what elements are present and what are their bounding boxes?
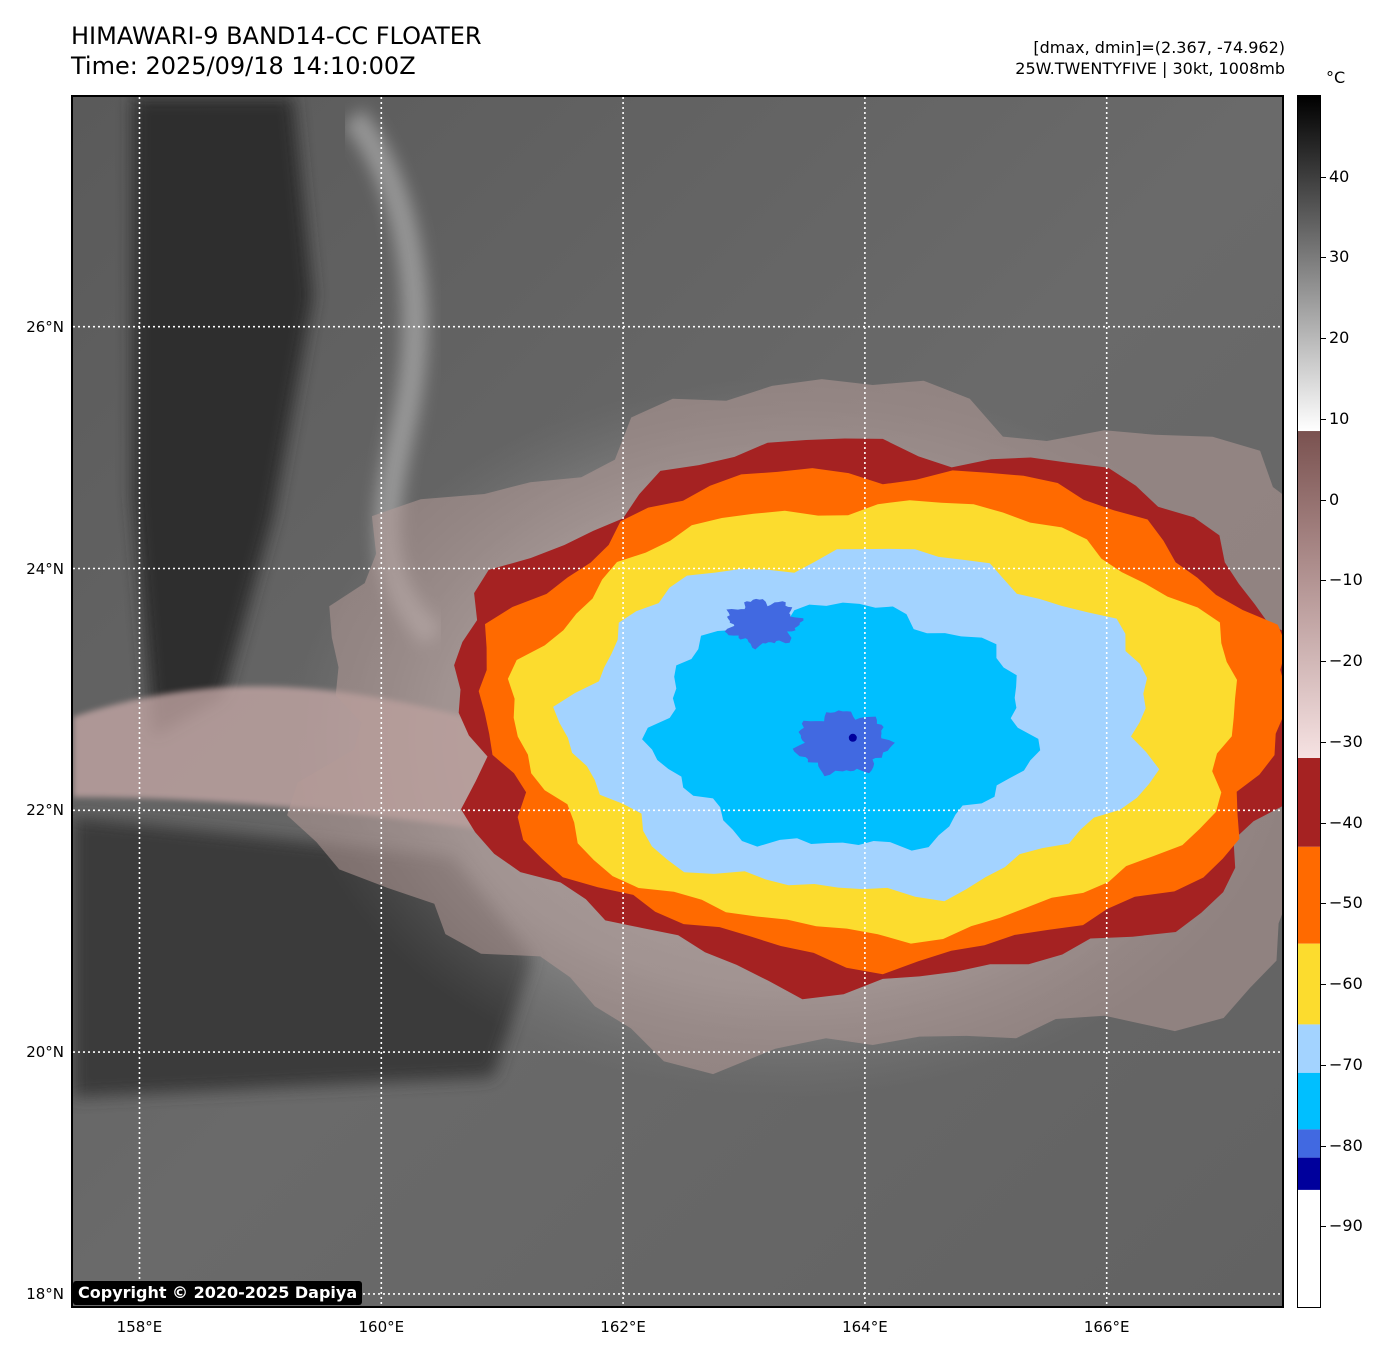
lat-label: 22°N	[26, 801, 64, 820]
cloud-top-minus-80-north	[724, 598, 804, 650]
lon-label: 158°E	[116, 1318, 163, 1336]
colorbar-tick-label: −20	[1329, 651, 1363, 671]
colorbar-tick-label: 10	[1329, 408, 1350, 428]
lon-label: 164°E	[842, 1318, 888, 1336]
colorbar-tick	[1321, 1226, 1326, 1228]
lat-label: 20°N	[26, 1043, 64, 1062]
colorbar-tick	[1321, 984, 1326, 986]
colorbar-tick	[1321, 903, 1326, 905]
satellite-image	[73, 97, 1282, 1306]
cloud-top-minus-80	[792, 710, 895, 777]
lon-label: 162°E	[600, 1318, 646, 1336]
colorbar-tick-label: 20	[1329, 328, 1350, 348]
copyright-badge: Copyright © 2020-2025 Dapiya	[73, 1281, 363, 1305]
colorbar-tick	[1321, 418, 1326, 420]
colorbar-band	[1298, 758, 1320, 847]
colorbar-band	[1298, 943, 1320, 1025]
colorbar-unit: °C	[1326, 68, 1346, 87]
colorbar-band	[1298, 1157, 1320, 1190]
lat-label: 18°N	[26, 1284, 64, 1303]
satellite-map	[71, 95, 1284, 1308]
lon-label: 166°E	[1083, 1318, 1130, 1336]
lat-label: 24°N	[26, 559, 64, 578]
colorbar-tick	[1321, 580, 1326, 582]
colorbar-band	[1298, 1129, 1320, 1158]
colorbar-tick	[1321, 176, 1326, 178]
colorbar-tick-label: −30	[1329, 731, 1363, 751]
storm-cloud-tops	[287, 379, 1282, 1075]
colorbar-tick-label: −10	[1329, 570, 1363, 590]
colorbar-tick-label: 40	[1329, 166, 1350, 186]
colorbar-tick-label: −40	[1329, 812, 1363, 832]
colorbar-tick	[1321, 257, 1326, 259]
colorbar-tick-label: −80	[1329, 1135, 1363, 1155]
colorbar-band	[1298, 96, 1320, 432]
lat-label: 26°N	[26, 317, 64, 336]
colorbar-tick-label: −60	[1329, 974, 1363, 994]
chart-title: HIMAWARI-9 BAND14-CC FLOATER	[71, 22, 482, 50]
data-range-readout: [dmax, dmin]=(2.367, -74.962)	[1033, 38, 1285, 57]
colorbar-tick	[1321, 661, 1326, 663]
storm-center-mark	[848, 733, 857, 742]
colorbar-band	[1298, 431, 1320, 759]
colorbar-band	[1298, 1072, 1320, 1130]
colorbar-tick-label: −90	[1329, 1216, 1363, 1236]
colorbar-band	[1298, 846, 1320, 944]
colorbar-scale	[1298, 96, 1320, 1307]
observation-time: Time: 2025/09/18 14:10:00Z	[71, 52, 416, 80]
colorbar-tick-label: −50	[1329, 893, 1363, 913]
colorbar-tick	[1321, 741, 1326, 743]
colorbar-tick-label: 30	[1329, 247, 1350, 267]
colorbar-tick	[1321, 1145, 1326, 1147]
dry-air-region	[133, 97, 313, 737]
colorbar-tick-label: −70	[1329, 1054, 1363, 1074]
colorbar-tick	[1321, 822, 1326, 824]
colorbar-band	[1298, 1189, 1320, 1307]
colorbar-tick	[1321, 1064, 1326, 1066]
colorbar-tick-label: 0	[1329, 489, 1340, 509]
storm-info: 25W.TWENTYFIVE | 30kt, 1008mb	[1015, 59, 1285, 78]
colorbar	[1297, 95, 1321, 1308]
lon-label: 160°E	[358, 1318, 405, 1336]
colorbar-tick	[1321, 499, 1326, 501]
colorbar-band	[1298, 1024, 1320, 1073]
colorbar-tick	[1321, 338, 1326, 340]
